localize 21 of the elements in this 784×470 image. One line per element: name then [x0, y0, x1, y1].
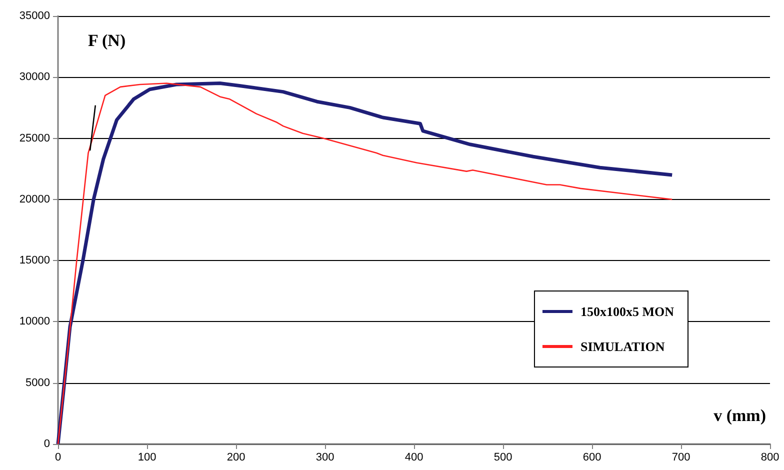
legend-label: 150x100x5 MON [580, 304, 675, 319]
y-tick-label: 5000 [26, 376, 50, 389]
y-tick-label: 30000 [19, 71, 50, 84]
x-tick-label: 500 [494, 452, 512, 464]
x-tick-label: 800 [760, 452, 780, 464]
y-tick-label: 10000 [19, 316, 50, 328]
x-tick-label: 100 [138, 452, 156, 464]
y-axis-title: F (N) [88, 31, 126, 50]
y-tick-label: 20000 [19, 193, 50, 206]
y-tick-label: 0 [44, 438, 50, 450]
x-axis-title: v (mm) [714, 406, 766, 425]
y-tick-label: 15000 [19, 254, 50, 267]
x-tick-label: 200 [226, 452, 246, 464]
y-tick-label: 25000 [19, 132, 50, 144]
x-tick-label: 300 [316, 452, 334, 464]
x-tick-label: 0 [54, 452, 62, 464]
x-tick-label: 700 [672, 452, 690, 464]
x-tick-label: 600 [582, 452, 602, 464]
x-tick-label: 400 [404, 452, 424, 464]
legend-label: SIMULATION [580, 339, 666, 354]
y-tick-label: 35000 [19, 10, 50, 22]
